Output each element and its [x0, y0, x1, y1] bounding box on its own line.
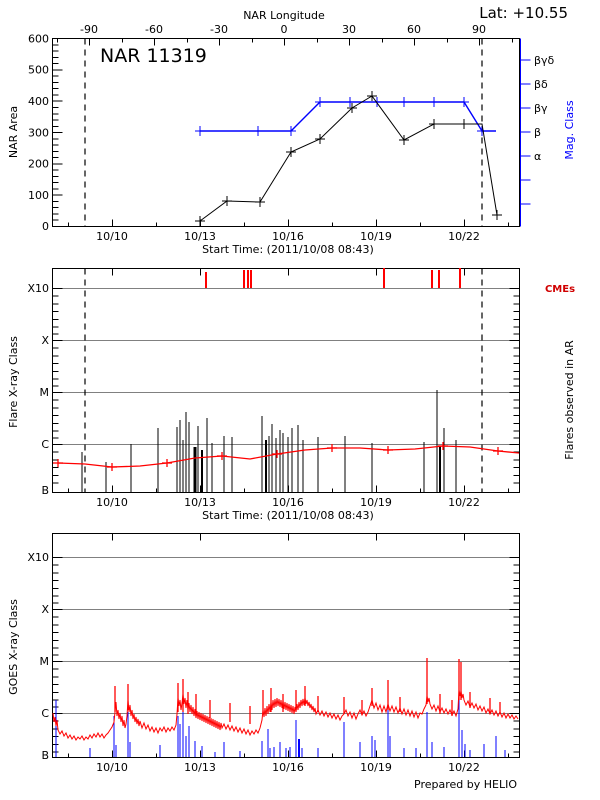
- magclass-series: [200, 101, 496, 132]
- svg-text:X: X: [41, 603, 49, 616]
- panel-goes-xray: X10 X M C B GOES X-ray Class: [7, 533, 520, 791]
- panel1-xlabel: Start Time: (2011/10/08 08:43): [202, 243, 374, 256]
- panel3-x-ticks: [68, 533, 509, 758]
- panel1-y-ticklabels: 0 100 200 300 400 500 600: [28, 33, 49, 234]
- panel1-longitude-ticklabels: -90 -60 -30 0 30 60 90: [80, 23, 486, 36]
- svg-text:M: M: [40, 386, 50, 399]
- svg-text:10/22: 10/22: [448, 230, 480, 243]
- flare-trend-markers: [53, 442, 503, 471]
- panel2-y-ticklabels: X10 X M C B: [27, 282, 49, 497]
- svg-text:C: C: [41, 438, 49, 451]
- svg-text:βγδ: βγδ: [534, 54, 555, 67]
- svg-text:X10: X10: [27, 551, 49, 564]
- svg-text:10/19: 10/19: [360, 230, 392, 243]
- svg-text:B: B: [41, 484, 49, 497]
- svg-text:10/16: 10/16: [272, 230, 304, 243]
- svg-text:X: X: [41, 334, 49, 347]
- panel1-x-ticklabels: 10/10 10/13 10/16 10/19 10/22: [96, 230, 480, 243]
- svg-text:10/19: 10/19: [360, 761, 392, 774]
- panel2-right-ticks: [509, 288, 520, 484]
- svg-text:200: 200: [28, 158, 49, 171]
- svg-text:0: 0: [42, 220, 49, 233]
- svg-text:β: β: [534, 126, 541, 139]
- panel1-magclass-ticklabels: βγδ βδ βγ β α: [534, 54, 555, 163]
- panel1-ylabel: NAR Area: [7, 106, 20, 158]
- flare-bars: [81, 390, 457, 492]
- panel2-x-ticklabels: 10/10 10/13 10/16 10/19 10/22: [96, 496, 480, 509]
- magclass-markers: [195, 97, 487, 136]
- svg-text:10/13: 10/13: [184, 230, 216, 243]
- svg-text:βγ: βγ: [534, 102, 548, 115]
- panel1-right-label: Mag. Class: [563, 100, 576, 159]
- svg-text:300: 300: [28, 127, 49, 140]
- nar-area-markers: [195, 91, 502, 226]
- svg-text:30: 30: [342, 23, 356, 36]
- svg-text:C: C: [41, 707, 49, 720]
- panel-flare-xray: X10 X M C B Flare X-ray Class CMEs: [7, 268, 576, 522]
- goes-short-channel: [55, 688, 506, 757]
- svg-text:10/22: 10/22: [448, 761, 480, 774]
- svg-text:60: 60: [407, 23, 421, 36]
- svg-text:500: 500: [28, 64, 49, 77]
- panel3-x-ticklabels: 10/10 10/13 10/16 10/19 10/22: [96, 761, 480, 774]
- svg-text:10/10: 10/10: [96, 761, 128, 774]
- svg-text:B: B: [41, 749, 49, 762]
- panel2-frame: [52, 268, 520, 493]
- nar-area-series: [199, 95, 498, 222]
- cme-legend-label: CMEs: [545, 284, 575, 295]
- svg-text:10/13: 10/13: [184, 761, 216, 774]
- svg-text:600: 600: [28, 33, 49, 46]
- panel3-ylabel: GOES X-ray Class: [7, 599, 20, 695]
- svg-text:100: 100: [28, 189, 49, 202]
- panel2-xlabel: Start Time: (2011/10/08 08:43): [202, 509, 374, 522]
- latitude-label: Lat: +10.55: [479, 4, 568, 22]
- svg-text:10/22: 10/22: [448, 496, 480, 509]
- svg-text:-90: -90: [80, 23, 98, 36]
- cme-events: [205, 268, 461, 288]
- svg-text:-30: -30: [210, 23, 228, 36]
- svg-text:10/19: 10/19: [360, 496, 392, 509]
- panel2-right-label: Flares observed in AR: [563, 340, 576, 460]
- svg-text:βδ: βδ: [534, 78, 548, 91]
- panel1-longitude-ticks: [57, 38, 513, 46]
- panel1-magclass-ticks: [520, 59, 531, 205]
- longitude-axis-title: NAR Longitude: [243, 9, 325, 22]
- svg-text:M: M: [40, 655, 50, 668]
- svg-text:0: 0: [281, 23, 288, 36]
- svg-text:-60: -60: [145, 23, 163, 36]
- panel3-right-ticks: [509, 557, 520, 753]
- goes-long-peaks: [114, 658, 501, 724]
- svg-text:α: α: [534, 150, 541, 163]
- svg-text:400: 400: [28, 95, 49, 108]
- svg-text:10/10: 10/10: [96, 230, 128, 243]
- panel1-y-ticks: [52, 38, 63, 227]
- prepared-by-label: Prepared by HELIO: [414, 778, 517, 791]
- svg-text:10/13: 10/13: [184, 496, 216, 509]
- svg-text:X10: X10: [27, 282, 49, 295]
- svg-text:90: 90: [472, 23, 486, 36]
- svg-text:10/10: 10/10: [96, 496, 128, 509]
- panel3-frame: [52, 533, 520, 758]
- panel-nar-area: -90 -60 -30 0 30 60 90 NAR Longitude Lat…: [7, 4, 576, 256]
- svg-text:10/16: 10/16: [272, 761, 304, 774]
- panel3-y-ticklabels: X10 X M C B: [27, 551, 49, 762]
- page-title: NAR 11319: [100, 45, 207, 67]
- svg-text:10/16: 10/16: [272, 496, 304, 509]
- goes-long-channel: [52, 689, 519, 741]
- panel2-ylabel: Flare X-ray Class: [7, 336, 20, 428]
- panel1-x-ticks: [68, 219, 509, 227]
